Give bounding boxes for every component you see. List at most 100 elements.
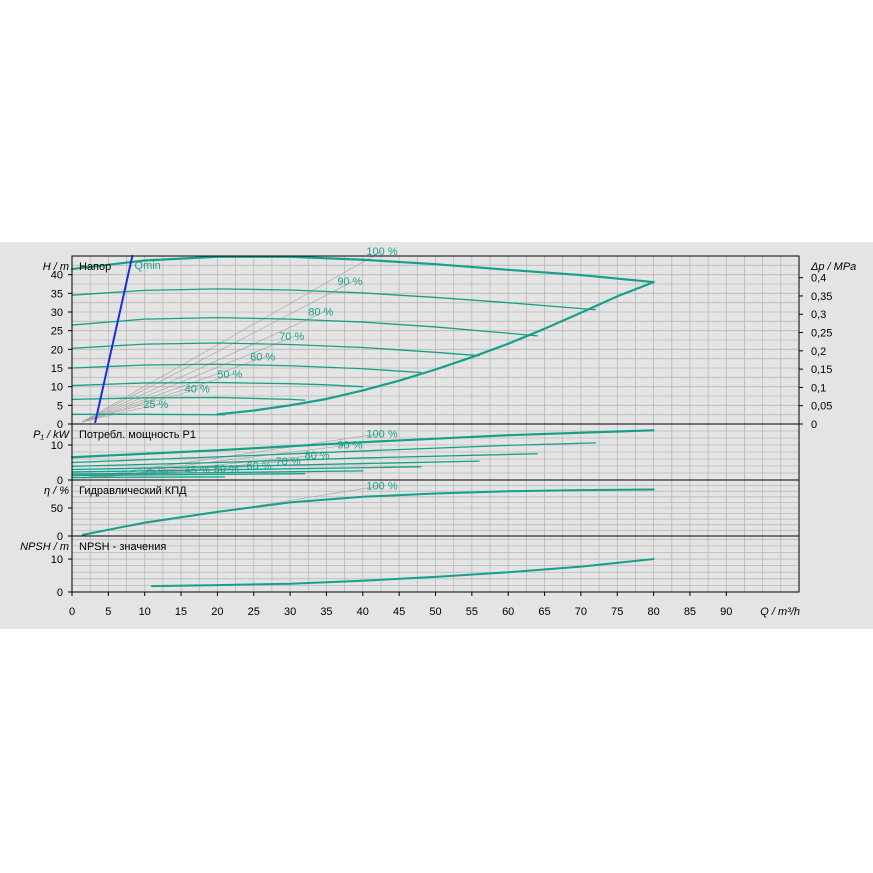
y2-tick-label: 0,3 <box>811 309 826 321</box>
label-guide-line <box>81 335 296 423</box>
x-tick-label: 0 <box>69 606 75 618</box>
y-tick-label: 0 <box>57 475 63 487</box>
y-axis-label-head: H / m <box>43 261 69 273</box>
series-line-power-7 <box>71 476 226 479</box>
y-tick-label: 0 <box>57 587 63 599</box>
x-tick-label: 90 <box>720 606 732 618</box>
x-tick-label: 30 <box>284 606 296 618</box>
series-label-head: 60 % <box>250 352 275 364</box>
y-tick-label: 0 <box>57 419 63 431</box>
y2-tick-label: 0 <box>811 419 817 431</box>
y2-tick-label: 0,1 <box>811 382 826 394</box>
x-tick-label: 40 <box>357 606 369 618</box>
series-label-power: 60 % <box>246 461 271 473</box>
y-axis-label-npsh: NPSH / m <box>20 541 69 553</box>
y-tick-label: 50 <box>51 503 63 515</box>
series-label-power: 70 % <box>276 456 301 468</box>
y-tick-label: 10 <box>51 440 63 452</box>
panel-title-npsh: NPSH - значения <box>79 541 166 553</box>
series-line-power-4 <box>71 466 422 473</box>
x-tick-label: 75 <box>611 606 623 618</box>
panel-title-power: Потребл. мощность P1 <box>79 429 196 441</box>
y-tick-label: 5 <box>57 400 63 412</box>
y-tick-label: 30 <box>51 307 63 319</box>
x-tick-label: 50 <box>429 606 441 618</box>
y-tick-label: 20 <box>51 344 63 356</box>
label-guide-line <box>81 311 325 423</box>
x-tick-label: 25 <box>248 606 260 618</box>
series-line-power-0 <box>70 429 655 459</box>
series-line-power-2 <box>71 453 538 468</box>
series-label-power: 80 % <box>305 450 330 462</box>
qmin-label: Qmin <box>135 260 161 272</box>
label-guide-line <box>81 250 383 423</box>
x-tick-label: 5 <box>105 606 111 618</box>
series-line-head-4 <box>71 363 422 374</box>
panel-title-head: Напор <box>79 261 111 273</box>
series-label-head: 70 % <box>279 331 304 343</box>
series-line-head-5 <box>71 381 364 388</box>
y2-tick-label: 0,35 <box>811 291 832 303</box>
series-label-power: 90 % <box>337 440 362 452</box>
y2-tick-label: 0,15 <box>811 364 832 376</box>
label-layer: Напор 100 % 90 % 80 % 70 % 60 % 50 % 40 % 25 % Qm… <box>79 246 398 553</box>
x-axis-label: Q / m³/h <box>760 606 800 618</box>
x-tick-label: 55 <box>466 606 478 618</box>
series-line-power-6 <box>71 473 306 477</box>
x-tick-label: 45 <box>393 606 405 618</box>
series-line-npsh-0 <box>150 558 655 588</box>
x-tick-label: 15 <box>175 606 187 618</box>
y2-tick-label: 0,4 <box>811 273 826 285</box>
series-line-power-1 <box>71 442 597 464</box>
x-tick-label: 70 <box>575 606 587 618</box>
y-tick-label: 15 <box>51 363 63 375</box>
x-tick-label: 60 <box>502 606 514 618</box>
series-label-head: 25 % <box>143 399 168 411</box>
y-tick-label: 0 <box>57 531 63 543</box>
series-line-head-0 <box>70 255 655 284</box>
label-guide-line <box>81 403 160 423</box>
x-tick-label: 80 <box>647 606 659 618</box>
y-tick-label: 10 <box>51 382 63 394</box>
series-label-efficiency: 100 % <box>366 481 397 493</box>
x-tick-label: 20 <box>211 606 223 618</box>
series-line-head-1 <box>71 288 597 311</box>
y-tick-label: 10 <box>51 554 63 566</box>
series-label-head: 80 % <box>308 307 333 319</box>
series-label-head: 90 % <box>337 276 362 288</box>
series-line-head-6 <box>71 396 306 401</box>
y-axis-label-power: P₁ / kW <box>33 429 70 441</box>
y2-tick-label: 0,05 <box>811 401 832 413</box>
x-tick-label: 10 <box>139 606 151 618</box>
series-line-head-9 <box>94 255 134 424</box>
x-tick-label: 65 <box>538 606 550 618</box>
x-tick-label: 85 <box>684 606 696 618</box>
series-label-power: 100 % <box>366 428 397 440</box>
series-label-power: 45 % <box>185 464 210 476</box>
curve-layer <box>70 255 655 588</box>
series-label-power: 50 % <box>214 464 239 476</box>
y-tick-label: 40 <box>51 270 63 282</box>
label-guide-line <box>81 356 267 423</box>
x-tick-label: 35 <box>320 606 332 618</box>
series-label-head: 50 % <box>217 369 242 381</box>
grid-layer <box>71 255 800 593</box>
series-label-head: 40 % <box>185 383 210 395</box>
panel-title-efficiency: Гидравлический КПД <box>79 485 187 497</box>
label-guide-line <box>81 444 354 479</box>
series-line-efficiency-0 <box>81 488 655 536</box>
series-line-head-2 <box>71 316 538 337</box>
y-tick-label: 25 <box>51 326 63 338</box>
series-line-head-3 <box>71 342 480 357</box>
series-line-power-3 <box>71 460 480 471</box>
series-label-head: 100 % <box>366 246 397 258</box>
chart-panel-background <box>0 242 873 629</box>
series-line-head-8 <box>216 281 655 416</box>
y2-tick-label: 0,2 <box>811 346 826 358</box>
y2-tick-label: 0,25 <box>811 328 832 340</box>
y-axis-label-efficiency: η / % <box>44 485 69 497</box>
label-guide-line <box>81 387 201 423</box>
y-tick-label: 35 <box>51 288 63 300</box>
